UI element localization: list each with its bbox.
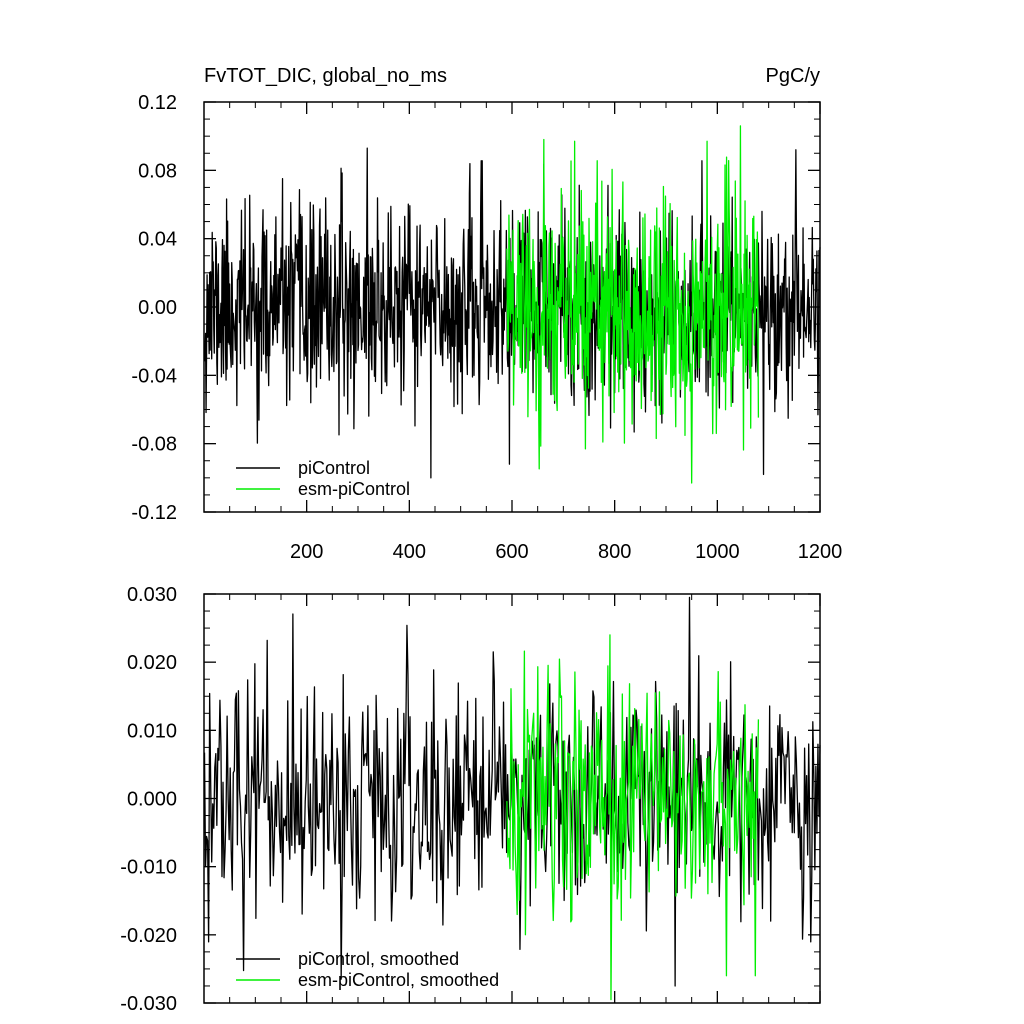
top-legend-label: esm-piControl	[298, 479, 410, 499]
top-xtick-label: 400	[393, 541, 426, 563]
top-series-line-esm-picontrol	[506, 125, 760, 484]
top-ytick-label: 0.00	[138, 297, 177, 319]
bottom-axes: -0.030 -0.020 -0.010 0.000 0.010 0.020 0.030	[120, 584, 821, 1015]
bottom-legend-label: piControl, smoothed	[298, 949, 459, 969]
top-panel: FvTOT_DIC, global_no_ms PgC/y -0.12 -0.08…	[131, 65, 842, 563]
bottom-ytick-label: 0.030	[127, 584, 177, 606]
top-ytick-label: 0.08	[138, 160, 177, 182]
top-xtick-label: 800	[598, 541, 631, 563]
top-xtick-label: 1000	[695, 541, 740, 563]
top-ytick-label: 0.12	[138, 92, 177, 114]
top-xtick-label: 600	[495, 541, 528, 563]
bottom-ytick-label: 0.010	[127, 720, 177, 742]
top-ytick-label: -0.12	[131, 502, 177, 524]
bottom-ytick-label: -0.030	[120, 993, 177, 1015]
bottom-legend-label: esm-piControl, smoothed	[298, 970, 499, 990]
bottom-ytick-label: -0.020	[120, 925, 177, 947]
bottom-panel: -0.030 -0.020 -0.010 0.000 0.010 0.020 0.030 p…	[120, 584, 821, 1015]
top-ytick-label: -0.08	[131, 434, 177, 456]
top-ytick-label: -0.04	[131, 365, 177, 387]
bottom-ytick-label: -0.010	[120, 857, 177, 879]
top-panel-title: FvTOT_DIC, global_no_ms	[204, 65, 447, 87]
top-xtick-label: 1200	[798, 541, 843, 563]
bottom-ytick-label: 0.020	[127, 652, 177, 674]
top-ytick-label: 0.04	[138, 229, 177, 251]
top-axes: -0.12 -0.08 -0.04 0.00 0.04 0.08 0.12 200 400 600…	[131, 92, 842, 563]
top-legend-label: piControl	[298, 458, 370, 478]
top-xtick-label: 200	[290, 541, 323, 563]
top-panel-units: PgC/y	[766, 65, 820, 87]
top-series-group	[203, 125, 821, 484]
bottom-series-line-esm-picontrol	[506, 634, 760, 1001]
bottom-series-group	[203, 596, 821, 1001]
bottom-ytick-label: 0.000	[127, 789, 177, 811]
